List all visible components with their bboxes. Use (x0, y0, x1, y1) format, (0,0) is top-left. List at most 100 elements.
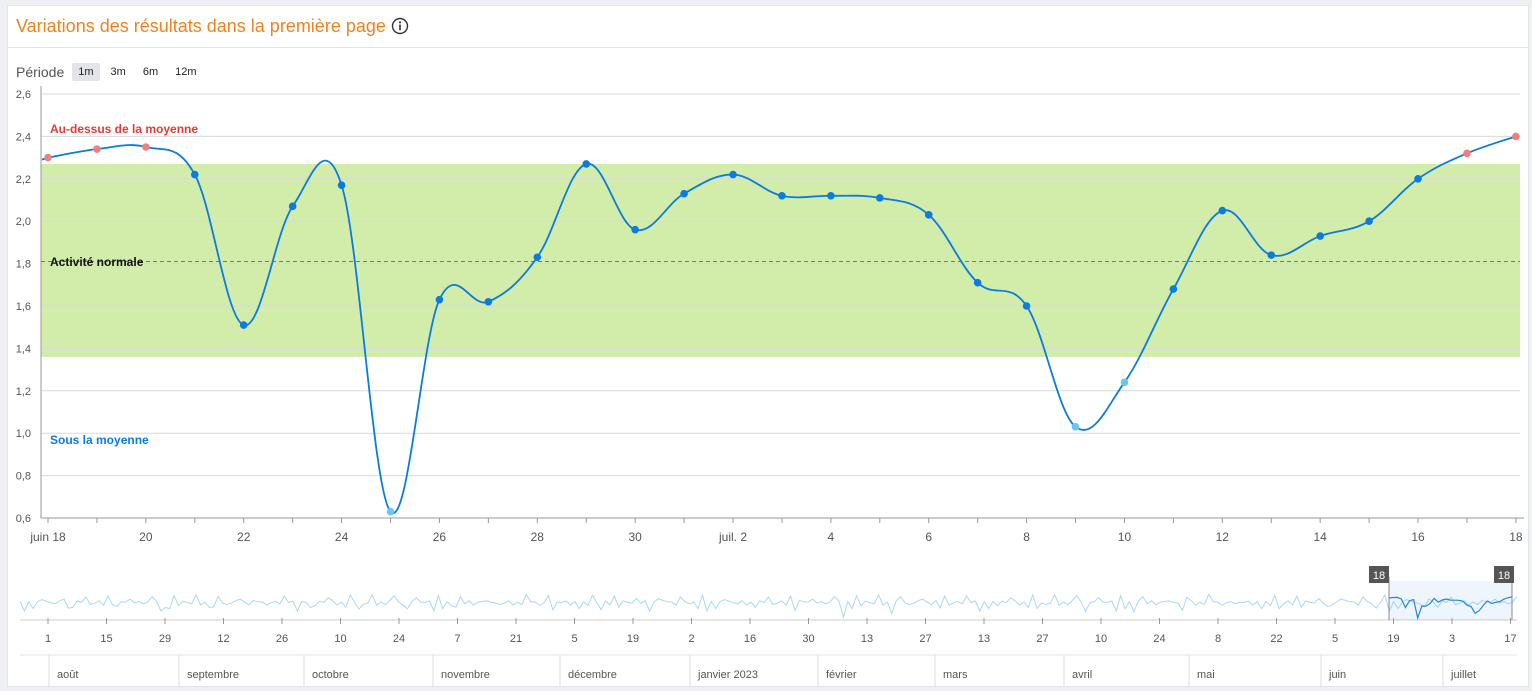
navigator-day-label: 5 (571, 633, 577, 645)
y-tick-label: 1,6 (16, 301, 31, 313)
y-tick-label: 1,4 (16, 343, 31, 355)
navigator-day-label: 13 (978, 633, 990, 645)
data-point-above (142, 143, 150, 151)
navigator-month-label: octobre (312, 669, 349, 681)
navigator-month-label: mai (1197, 669, 1215, 681)
navigator-day-label: 17 (1504, 633, 1516, 645)
x-tick-label: juin 18 (29, 530, 66, 544)
navigator-day-label: 24 (393, 633, 405, 645)
navigator-day-label: 24 (1153, 633, 1165, 645)
navigator-month-label: novembre (441, 669, 490, 681)
data-point (631, 225, 639, 234)
data-point (924, 211, 933, 219)
navigator-month-label: septembre (187, 669, 239, 681)
navigator-day-label: 8 (1215, 633, 1221, 645)
data-point-above (1463, 149, 1471, 158)
y-tick-label: 2,6 (16, 89, 31, 101)
navigator-day-label: 26 (276, 633, 288, 645)
navigator-day-label: 27 (919, 633, 931, 645)
y-tick-label: 0,6 (16, 513, 31, 525)
x-tick-label: 14 (1314, 530, 1328, 544)
navigator-handle-end[interactable] (1494, 566, 1514, 583)
x-tick-label: juil. 2 (718, 530, 747, 544)
navigator-day-label: 16 (744, 633, 756, 645)
x-tick-label: 28 (531, 530, 545, 544)
x-tick-label: 10 (1118, 530, 1132, 544)
x-tick-label: 24 (335, 530, 349, 544)
navigator-day-label: 10 (1095, 633, 1107, 645)
navigator-month-label: août (57, 669, 78, 681)
navigator-day-label: 10 (334, 633, 346, 645)
data-point (1414, 175, 1422, 183)
data-point-below (1120, 378, 1129, 387)
navigator-month-label: mars (943, 669, 968, 681)
data-point (435, 295, 444, 304)
navigator-day-label: 13 (861, 633, 873, 645)
navigator-day-label: 22 (1270, 633, 1282, 645)
data-point-below (1071, 423, 1080, 431)
navigator-handle-start[interactable] (1369, 566, 1389, 583)
data-point (827, 191, 835, 200)
data-point-below (386, 507, 395, 516)
navigator-day-label: 19 (1387, 633, 1399, 645)
navigator-month-label: avril (1072, 669, 1092, 681)
navigator-selected-series (1388, 596, 1513, 621)
navigator-day-label: 12 (217, 633, 229, 645)
info-circle-icon[interactable] (391, 17, 409, 35)
navigator-day-label: 29 (159, 633, 171, 645)
data-point (1169, 285, 1178, 293)
data-point (1218, 206, 1227, 215)
x-tick-label: 4 (828, 530, 835, 544)
data-point (876, 194, 884, 202)
navigator-day-label: 2 (688, 633, 694, 645)
data-point (582, 160, 591, 168)
navigator-day-label: 21 (510, 633, 522, 645)
period-label: Période (16, 64, 65, 80)
data-point (1022, 302, 1031, 310)
data-point (337, 181, 346, 189)
x-tick-label: 22 (237, 530, 251, 544)
navigator-month-label: février (826, 669, 857, 681)
period-selector: Période 1m 3m 6m 12m (16, 62, 203, 82)
above-average-label: Au-dessus de la moyenne (50, 122, 198, 136)
y-tick-label: 2,4 (16, 131, 31, 143)
navigator-month-label: décembre (568, 669, 617, 681)
data-point (484, 297, 493, 306)
navigator-day-label: 27 (1036, 633, 1048, 645)
navigator-series (19, 593, 1518, 619)
data-point (288, 202, 297, 211)
x-tick-label: 6 (925, 530, 932, 544)
data-point-above (93, 145, 101, 153)
x-tick-label: 20 (139, 530, 153, 544)
y-tick-label: 2,2 (16, 174, 31, 186)
navigator-day-label: 1 (45, 633, 51, 645)
data-point (239, 321, 248, 329)
navigator-day-label: 5 (1332, 633, 1338, 645)
x-tick-label: 12 (1216, 530, 1230, 544)
data-point (533, 253, 542, 262)
y-tick-label: 2,0 (16, 216, 31, 228)
x-tick-label: 30 (628, 530, 642, 544)
period-1m-button[interactable]: 1m (72, 63, 100, 81)
period-3m-button[interactable]: 3m (104, 63, 132, 81)
navigator-handle-end-label: 18 (1498, 570, 1510, 582)
data-point-above (1512, 132, 1520, 141)
x-tick-label: 26 (433, 530, 447, 544)
navigator-day-label: 15 (100, 633, 112, 645)
y-tick-label: 1,2 (16, 386, 31, 398)
navigator-month-label: juin (1328, 669, 1346, 681)
x-tick-label: 8 (1023, 530, 1030, 544)
navigator-handle-start-label: 18 (1373, 570, 1385, 582)
period-6m-button[interactable]: 6m (136, 63, 165, 81)
x-tick-label: 18 (1509, 530, 1523, 544)
normal-activity-label: Activité normale (50, 255, 144, 269)
y-tick-label: 1,0 (16, 428, 31, 440)
data-point (973, 278, 982, 287)
below-average-label: Sous la moyenne (50, 433, 149, 447)
data-point (1316, 232, 1324, 240)
navigator-day-label: 7 (454, 633, 460, 645)
period-12m-button[interactable]: 12m (169, 63, 203, 81)
y-tick-label: 1,8 (16, 259, 31, 271)
navigator-day-label: 19 (627, 633, 639, 645)
